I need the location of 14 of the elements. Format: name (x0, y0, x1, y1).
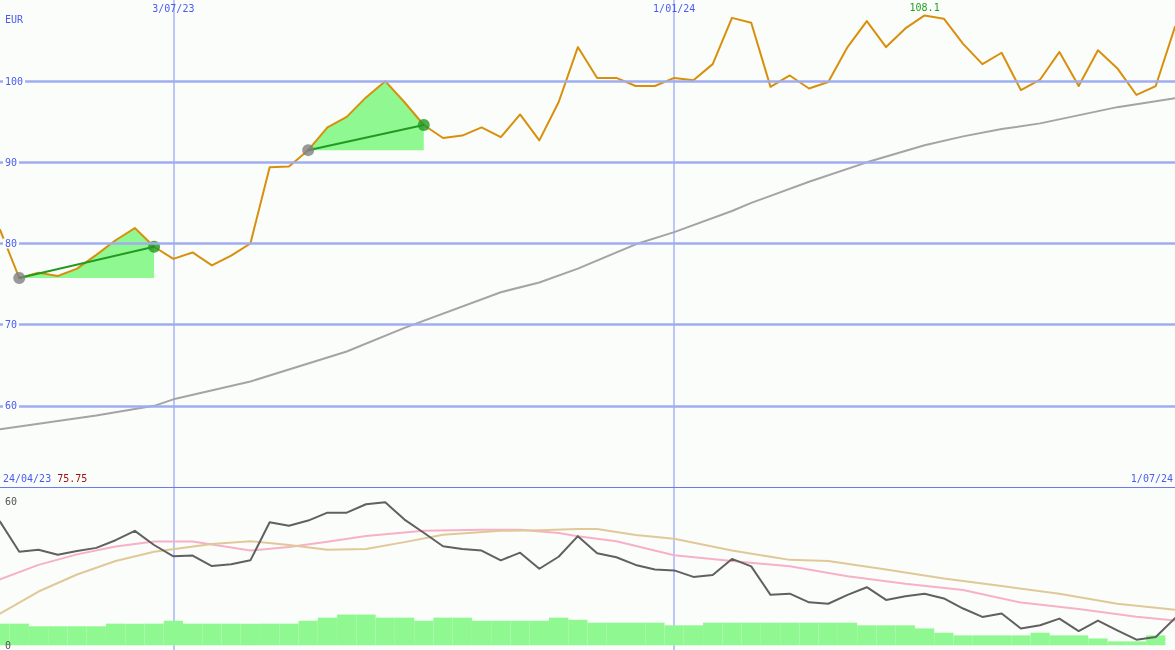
y-tick-label: 60 (5, 400, 18, 412)
y-tick-label: 0 (5, 639, 12, 650)
annotation: 108.1 (909, 1, 940, 13)
y-tick-label: 100 (5, 75, 24, 87)
x-tick-label: 3/07/23 (152, 2, 195, 14)
y-axis-title: EUR (5, 13, 25, 25)
y-tick-label: 60 (5, 495, 18, 507)
y-tick-label: 70 (5, 319, 18, 331)
x-tick-label: 1/01/24 (653, 2, 696, 14)
y-tick-label: 80 (5, 238, 18, 249)
annotation: 1/07/24 (1130, 473, 1173, 484)
y-tick-label: 90 (5, 156, 18, 168)
annotation: 24/04/23 (3, 473, 52, 484)
annotation: 75.75 (57, 473, 88, 484)
